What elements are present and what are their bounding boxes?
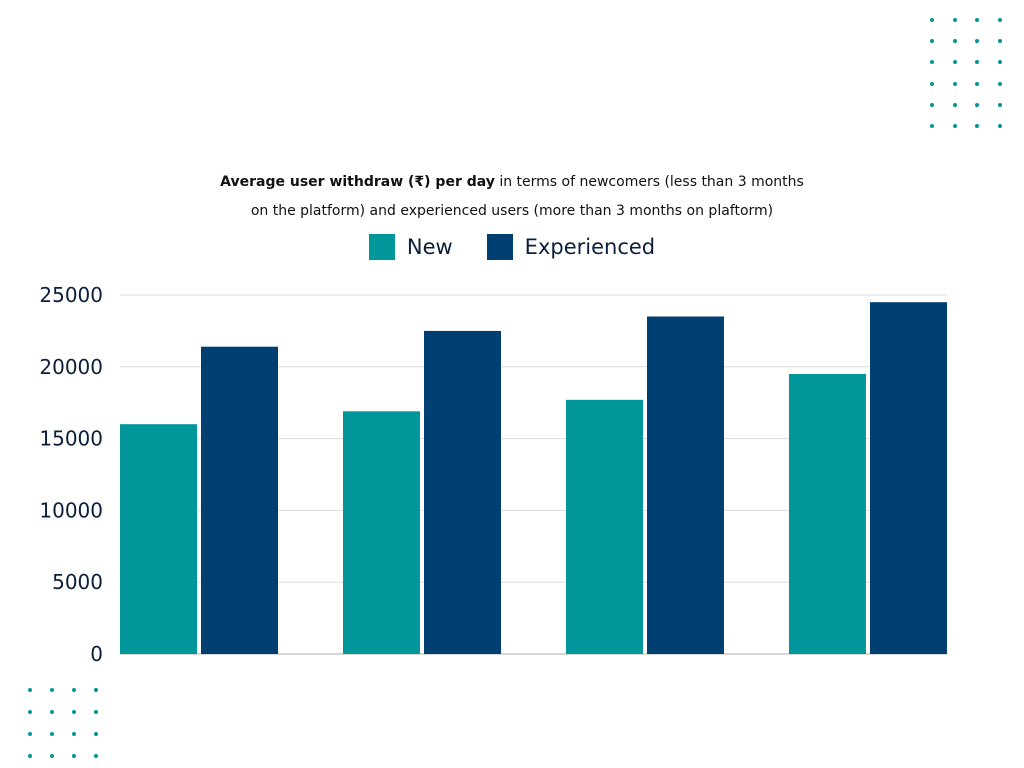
legend-label-experienced: Experienced <box>524 235 656 259</box>
decorative-dot <box>997 124 1002 128</box>
legend-swatch-experienced <box>486 234 513 260</box>
bar-new-1 <box>120 424 197 654</box>
decorative-dot <box>952 81 957 86</box>
decorative-dot <box>930 124 934 128</box>
decorative-dot <box>94 754 98 758</box>
decorative-dot <box>930 39 934 44</box>
decorative-dot <box>975 81 979 86</box>
chart-title-bold: Average user withdraw (₹) per day <box>220 174 495 190</box>
bar-new-2 <box>343 411 420 654</box>
bar-experienced-1 <box>201 346 278 654</box>
decorative-dot <box>952 102 957 107</box>
decorative-dot <box>28 732 32 736</box>
bar-experienced-4 <box>870 302 947 654</box>
y-tick-label: 10000 <box>39 498 103 522</box>
y-tick-label: 25000 <box>39 283 103 307</box>
chart-title-line-1: Average user withdraw (₹) per day in ter… <box>0 168 1024 197</box>
chart-title: Average user withdraw (₹) per day in ter… <box>0 168 1024 226</box>
bar-experienced-3 <box>647 316 724 654</box>
legend-item-new: New <box>368 234 453 260</box>
chart-title-rest: in terms of newcomers (less than 3 month… <box>494 174 804 190</box>
decorative-dot <box>72 754 76 758</box>
decorative-dot <box>94 710 98 714</box>
decorative-dot <box>952 18 957 22</box>
decorative-dot <box>930 102 934 107</box>
decorative-dot <box>94 732 98 736</box>
decorative-dot <box>952 124 957 128</box>
decorative-dot <box>997 39 1002 44</box>
decorative-dot <box>975 18 979 22</box>
decorative-dot <box>997 60 1002 65</box>
decorative-dot <box>997 81 1002 86</box>
chart-title-line-2: on the platform) and experienced users (… <box>250 203 774 219</box>
decorative-dot <box>50 710 54 714</box>
decorative-dot <box>72 688 76 692</box>
decorative-dot <box>975 102 979 107</box>
decorative-dot <box>50 754 54 758</box>
bar-experienced-2 <box>424 330 501 654</box>
y-tick-label: 0 <box>90 642 103 666</box>
decorative-dot-grid-top-right <box>930 18 1010 133</box>
decorative-dot <box>94 688 98 692</box>
y-tick-label: 20000 <box>39 355 103 379</box>
decorative-dot <box>28 754 32 758</box>
decorative-dot <box>50 688 54 692</box>
decorative-dot <box>930 60 934 65</box>
decorative-dot <box>930 81 934 86</box>
decorative-dot-grid-bottom-left <box>28 688 103 763</box>
decorative-dot <box>72 710 76 714</box>
decorative-dot <box>975 39 979 44</box>
decorative-dot <box>28 710 32 714</box>
decorative-dot <box>952 60 957 65</box>
chart-legend: New Experienced <box>0 234 1024 260</box>
legend-item-experienced: Experienced <box>486 234 656 260</box>
legend-label-new: New <box>406 235 453 259</box>
decorative-dot <box>930 18 934 22</box>
bar-new-4 <box>789 374 866 654</box>
decorative-dot <box>975 60 979 65</box>
bar-new-3 <box>566 399 643 654</box>
decorative-dot <box>975 124 979 128</box>
y-tick-label: 15000 <box>39 427 103 451</box>
decorative-dot <box>997 102 1002 107</box>
legend-swatch-new <box>368 234 395 260</box>
decorative-dot <box>50 732 54 736</box>
decorative-dot <box>28 688 32 692</box>
decorative-dot <box>952 39 957 44</box>
y-tick-label: 5000 <box>52 570 103 594</box>
decorative-dot <box>997 18 1002 22</box>
decorative-dot <box>72 732 76 736</box>
